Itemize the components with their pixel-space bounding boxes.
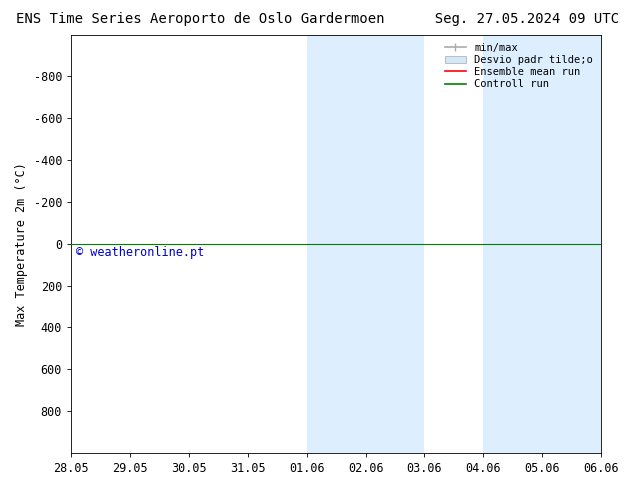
- Bar: [307, 35, 366, 453]
- Bar: [542, 35, 601, 453]
- Bar: [366, 35, 425, 453]
- Legend: min/max, Desvio padr tilde;o, Ensemble mean run, Controll run: min/max, Desvio padr tilde;o, Ensemble m…: [442, 40, 596, 92]
- Bar: [483, 35, 542, 453]
- Text: © weatheronline.pt: © weatheronline.pt: [76, 246, 205, 259]
- Y-axis label: Max Temperature 2m (°C): Max Temperature 2m (°C): [15, 162, 28, 326]
- Text: ENS Time Series Aeroporto de Oslo Gardermoen      Seg. 27.05.2024 09 UTC: ENS Time Series Aeroporto de Oslo Garder…: [15, 12, 619, 26]
